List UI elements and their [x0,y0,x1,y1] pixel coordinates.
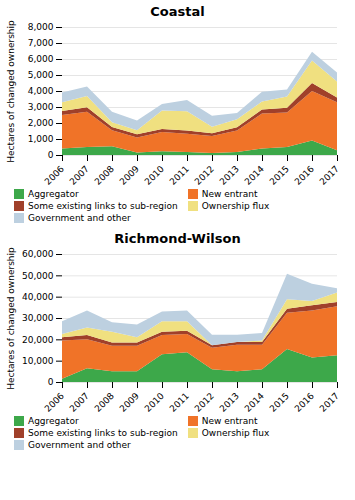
html-text:Aggregator: Aggregator [28,416,79,426]
svg-text:0: 0 [48,377,54,387]
svg-text:2015: 2015 [268,164,291,187]
svg-text:2017: 2017 [318,164,341,187]
svg-text:2009: 2009 [118,164,141,187]
svg-text:2011: 2011 [168,391,191,414]
svg-text:2012: 2012 [193,164,216,187]
html-text:New entrant: New entrant [201,416,258,426]
svg-text:40,000: 40,000 [22,292,54,302]
svg-text:1,000: 1,000 [28,134,54,144]
html-text:Government and other: Government and other [28,440,131,450]
html-text:Coastal: Coastal [150,4,205,19]
svg-text:50,000: 50,000 [22,271,54,281]
html-text:Government and other: Government and other [28,213,131,223]
svg-text:60,000: 60,000 [22,249,54,259]
svg-text:3,000: 3,000 [28,102,54,112]
svg-text:2016: 2016 [293,164,316,187]
svg-text:2014: 2014 [243,164,266,187]
svg-text:2010: 2010 [143,164,166,187]
svg-text:2016: 2016 [293,391,316,414]
svg-text:2006: 2006 [43,391,66,414]
html-text:New entrant: New entrant [201,189,258,199]
svg-text:2017: 2017 [318,391,341,414]
html-text:Aggregator: Aggregator [28,189,79,199]
svg-text:2011: 2011 [168,164,191,187]
svg-text:2013: 2013 [218,391,241,414]
svg-text:0: 0 [48,150,54,160]
html-text:Some existing links to sub-reg: Some existing links to sub-region [28,201,178,211]
svg-text:2013: 2013 [218,164,241,187]
svg-text:8,000: 8,000 [28,22,54,32]
html-text:Richmond-Wilson: Richmond-Wilson [114,231,241,246]
html-text:Ownership flux: Ownership flux [201,428,270,438]
svg-text:30,000: 30,000 [22,313,54,323]
svg-text:2007: 2007 [68,391,91,414]
svg-text:Hectares of changed ownership: Hectares of changed ownership [6,20,16,163]
svg-text:2007: 2007 [68,164,91,187]
svg-text:7,000: 7,000 [28,38,54,48]
svg-text:2008: 2008 [93,164,116,187]
svg-text:2010: 2010 [143,391,166,414]
html-text:Ownership flux: Ownership flux [201,201,270,211]
svg-text:4,000: 4,000 [28,86,54,96]
svg-text:2006: 2006 [43,164,66,187]
svg-text:10,000: 10,000 [22,356,54,366]
svg-text:5,000: 5,000 [28,70,54,80]
svg-text:2015: 2015 [268,391,291,414]
svg-text:6,000: 6,000 [28,54,54,64]
svg-text:Hectares of changed ownership: Hectares of changed ownership [6,247,16,390]
svg-text:2009: 2009 [118,391,141,414]
svg-text:2008: 2008 [93,391,116,414]
svg-text:2012: 2012 [193,391,216,414]
svg-text:2,000: 2,000 [28,118,54,128]
svg-text:20,000: 20,000 [22,335,54,345]
html-text:Some existing links to sub-reg: Some existing links to sub-region [28,428,178,438]
svg-text:2014: 2014 [243,391,266,414]
